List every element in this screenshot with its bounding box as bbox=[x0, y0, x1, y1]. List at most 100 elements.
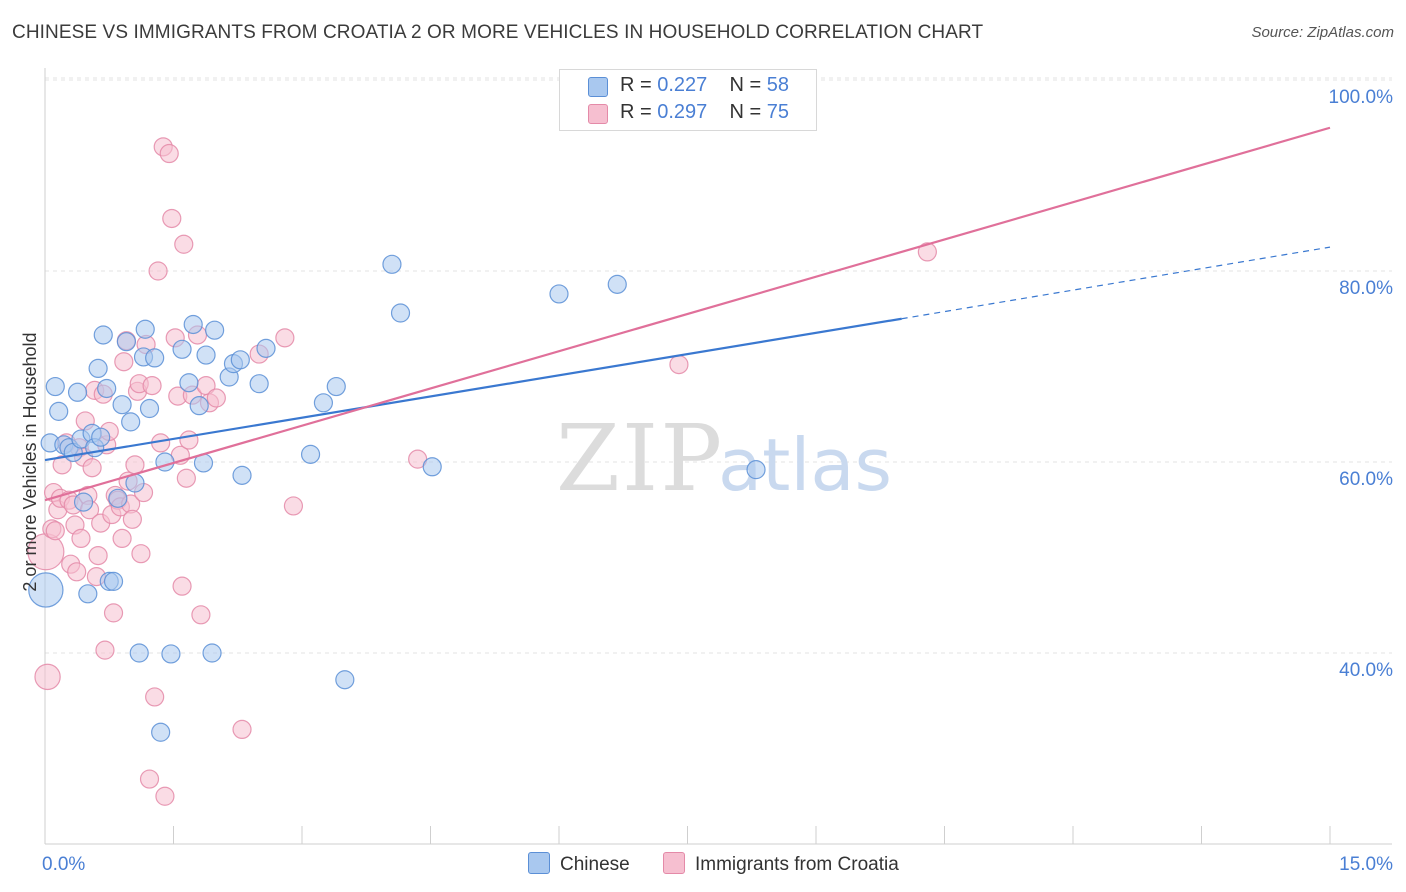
chinese-point bbox=[145, 348, 165, 368]
chinese-point bbox=[78, 584, 98, 604]
chinese-point bbox=[549, 284, 569, 304]
croatia-point bbox=[283, 496, 304, 516]
legend-r-value: 0.297 bbox=[657, 101, 708, 123]
chinese-trend-line bbox=[44, 317, 902, 462]
y-tick-label: 80.0% bbox=[1339, 278, 1393, 299]
chinese-point bbox=[108, 488, 128, 508]
chinese-point bbox=[256, 338, 276, 358]
chinese-point bbox=[49, 401, 69, 421]
chinese-point bbox=[300, 444, 321, 464]
chinese-point bbox=[116, 332, 136, 352]
bottom-legend-label-chinese: Chinese bbox=[560, 854, 630, 875]
croatia-point bbox=[145, 687, 165, 707]
croatia-trend-line bbox=[44, 126, 1331, 502]
chinese-point bbox=[88, 358, 108, 379]
chinese-point bbox=[151, 722, 171, 742]
chinese-point bbox=[232, 465, 252, 485]
chinese-point bbox=[202, 643, 222, 663]
croatia-point bbox=[34, 663, 61, 691]
chinese-point bbox=[422, 457, 442, 477]
legend-r-label: R = bbox=[620, 101, 652, 123]
croatia-point bbox=[172, 576, 192, 596]
croatia-point bbox=[88, 545, 108, 566]
legend-swatch-croatia bbox=[588, 104, 608, 124]
chinese-point bbox=[183, 314, 203, 335]
y-tick-label: 60.0% bbox=[1339, 469, 1393, 490]
labels-layer: 40.0% 60.0% 80.0% 100.0% 0.0% 15.0% 2 or more … bbox=[20, 87, 1393, 875]
bottom-legend-swatch-croatia bbox=[663, 852, 685, 874]
y-tick-label: 100.0% bbox=[1329, 87, 1394, 108]
points-layer bbox=[27, 137, 937, 806]
croatia-point bbox=[114, 352, 134, 372]
chinese-point bbox=[172, 339, 192, 359]
croatia-point bbox=[275, 328, 295, 348]
legend-n-label: N = bbox=[729, 101, 762, 123]
legend-n-value: 58 bbox=[766, 74, 790, 96]
croatia-point bbox=[122, 509, 142, 529]
axis-layer bbox=[44, 68, 1392, 845]
chinese-point bbox=[67, 382, 88, 402]
croatia-point bbox=[206, 388, 226, 408]
croatia-point bbox=[159, 143, 179, 164]
chinese-point bbox=[45, 376, 65, 397]
croatia-point bbox=[71, 528, 91, 549]
chinese-point bbox=[161, 644, 181, 664]
croatia-point bbox=[148, 261, 168, 281]
legend-n-label: N = bbox=[729, 74, 762, 96]
trend-layer bbox=[44, 126, 1331, 502]
y-axis-label: 2 or more Vehicles in Household bbox=[20, 332, 40, 591]
croatia-point bbox=[669, 354, 689, 375]
croatia-point bbox=[179, 430, 199, 450]
croatia-point bbox=[142, 376, 162, 396]
bottom-legend-swatch-chinese bbox=[528, 852, 550, 874]
chinese-point bbox=[97, 378, 117, 399]
chinese-point bbox=[121, 412, 141, 432]
croatia-point bbox=[103, 603, 124, 623]
legend-r-label: R = bbox=[620, 74, 652, 96]
chinese-point bbox=[73, 492, 94, 512]
y-tick-label: 40.0% bbox=[1339, 660, 1393, 681]
croatia-point bbox=[82, 458, 102, 478]
legend-r-value: 0.227 bbox=[657, 74, 708, 96]
watermark-zip: ZIP bbox=[556, 405, 724, 512]
chinese-point bbox=[249, 374, 269, 394]
watermark-atlas: atlas bbox=[718, 423, 892, 507]
chinese-point bbox=[196, 345, 216, 365]
chinese-point bbox=[93, 325, 113, 345]
source-label: Source: ZipAtlas.com bbox=[1251, 24, 1394, 41]
watermark: ZIP atlas bbox=[556, 405, 892, 512]
chinese-point bbox=[103, 571, 124, 591]
chinese-point bbox=[205, 320, 225, 340]
correlation-legend: R = 0.227 N = 58 R = 0.297 N = 75 bbox=[559, 69, 817, 131]
chinese-point bbox=[139, 398, 160, 419]
chinese-point bbox=[746, 460, 766, 480]
chinese-point bbox=[91, 427, 111, 447]
chinese-trend-extension bbox=[901, 246, 1331, 320]
croatia-point bbox=[162, 208, 182, 229]
chinese-point bbox=[28, 572, 64, 608]
croatia-point bbox=[52, 455, 72, 475]
chinese-point bbox=[230, 350, 250, 370]
x-tick-label: 15.0% bbox=[1339, 854, 1393, 875]
legend-swatch-chinese bbox=[588, 77, 608, 97]
croatia-point bbox=[191, 605, 211, 625]
chinese-point bbox=[112, 395, 132, 415]
croatia-point bbox=[155, 786, 175, 806]
croatia-point bbox=[174, 234, 194, 254]
croatia-point bbox=[67, 562, 87, 582]
chinese-point bbox=[129, 643, 149, 663]
chinese-point bbox=[607, 274, 627, 294]
chinese-point bbox=[135, 319, 155, 339]
chinese-point bbox=[390, 303, 411, 323]
legend-text-chinese: R = 0.227 N = 58 bbox=[620, 74, 789, 97]
chinese-point bbox=[189, 396, 209, 416]
bottom-legend-chinese: Chinese bbox=[528, 852, 630, 876]
chinese-point bbox=[335, 670, 355, 690]
croatia-point bbox=[95, 640, 115, 660]
chinese-point bbox=[326, 376, 346, 397]
chinese-point bbox=[179, 373, 199, 393]
chinese-point bbox=[313, 393, 334, 413]
croatia-point bbox=[112, 528, 132, 549]
croatia-point bbox=[139, 769, 160, 789]
